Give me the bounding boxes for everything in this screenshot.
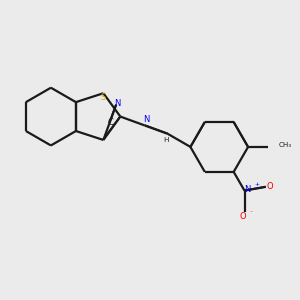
Text: ⁻: ⁻ [250,211,253,216]
Text: CH₃: CH₃ [278,142,292,148]
Text: +: + [254,182,259,188]
Text: S: S [101,93,106,102]
Text: O: O [240,212,246,221]
Text: N: N [143,115,149,124]
Text: C: C [108,118,114,127]
Text: N: N [115,99,121,108]
Text: H: H [164,137,169,143]
Text: O: O [267,182,274,191]
Text: N: N [244,185,250,194]
